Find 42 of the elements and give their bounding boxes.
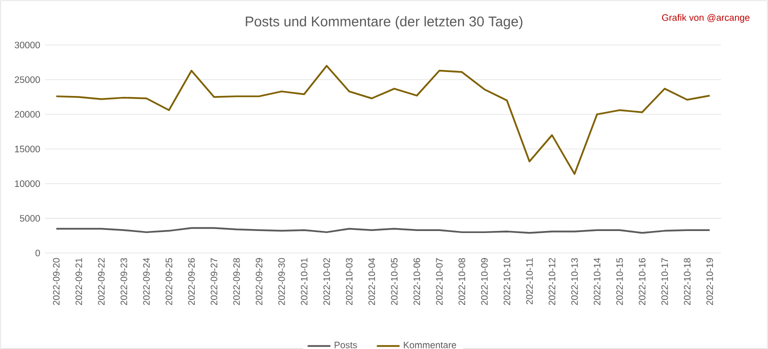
x-tick-label: 2022-10-04 [368, 258, 376, 305]
x-tick-label: 2022-10-12 [548, 258, 556, 305]
x-tick-label: 2022-10-07 [436, 258, 443, 305]
x-tick-label: 2022-10-03 [346, 258, 352, 305]
x-tick-label: 2022-10-10 [504, 258, 510, 305]
x-tick-label: 2022-10-02 [323, 258, 330, 305]
y-tick-label: 20000 [14, 111, 40, 118]
x-tick-label: 2022-10-09 [481, 258, 488, 305]
chart-title: Posts und Kommentare (der letzten 30 Tage) [246, 16, 522, 30]
y-tick-label: 5000 [20, 215, 40, 222]
x-tick-label: 2022-10-15 [616, 258, 623, 305]
legend-label: Kommentare [404, 342, 456, 348]
x-tick-label: 2022-10-17 [661, 258, 668, 305]
y-tick-label: 25000 [14, 76, 40, 83]
x-tick-label: 2022-09-26 [188, 258, 195, 305]
legend-label: Posts [334, 342, 357, 348]
x-tick-label: 2022-10-19 [706, 258, 714, 305]
x-tick-label: 2022-10-08 [458, 258, 466, 305]
x-tick-label: 2022-09-20 [52, 258, 60, 305]
y-tick-label: 0 [35, 250, 40, 256]
x-tick-label: 2022-10-14 [594, 258, 600, 305]
x-tick-label: 2022-10-16 [638, 258, 646, 305]
y-tick-label: 15000 [15, 146, 40, 152]
x-tick-label: 2022-10-13 [571, 258, 578, 305]
line-series [55, 64, 711, 175]
x-tick-label: 2022-09-24 [143, 258, 150, 305]
x-tick-label: 2022-09-27 [210, 258, 218, 305]
text: Grafik von @arcange [662, 14, 750, 23]
x-tick-label: 2022-10-01 [300, 258, 308, 305]
x-tick-label: 2022-10-06 [414, 258, 420, 305]
x-tick-label: 2022-10-11 [526, 258, 533, 304]
x-tick-label: 2022-09-25 [166, 258, 172, 305]
y-tick-label: 30000 [14, 42, 40, 48]
x-tick-label: 2022-10-18 [684, 258, 690, 305]
x-tick-label: 2022-09-22 [98, 258, 105, 305]
x-tick-label: 2022-09-28 [233, 258, 240, 305]
x-tick-label: 2022-10-05 [390, 258, 398, 305]
x-tick-label: 2022-09-21 [76, 258, 82, 305]
x-tick-label: 2022-09-30 [278, 258, 285, 305]
x-tick-label: 2022-09-29 [256, 258, 262, 305]
x-tick-label: 2022-09-23 [120, 258, 128, 305]
y-tick-label: 10000 [15, 180, 40, 187]
